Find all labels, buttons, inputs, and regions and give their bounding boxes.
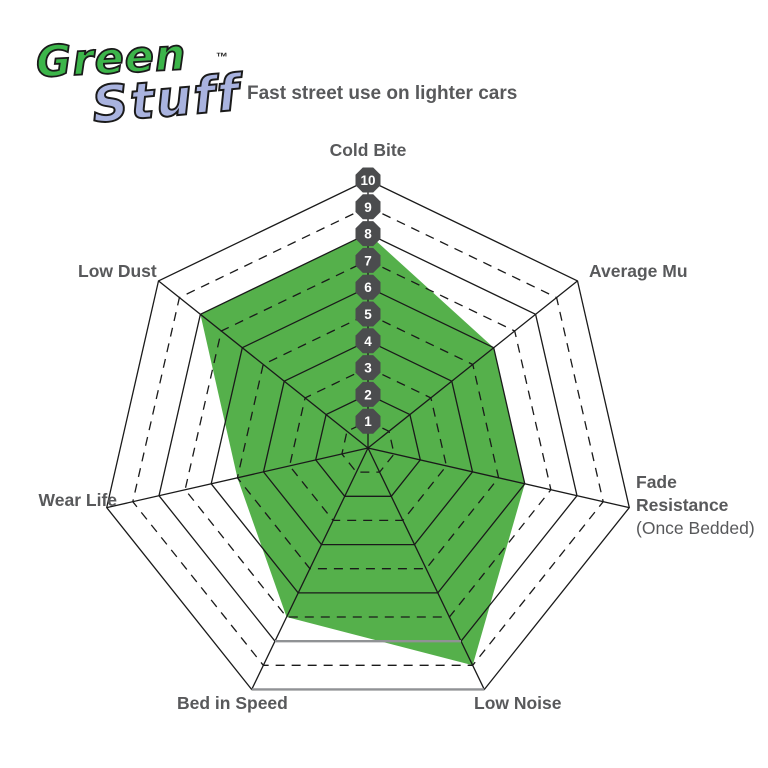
ring-badge-number: 9 (364, 200, 372, 215)
axis-label-fade-sub: (Once Bedded) (636, 518, 755, 538)
ring-badge: 8 (355, 221, 381, 247)
ring-badge-number: 7 (364, 253, 372, 268)
ring-badge-number: 10 (360, 173, 375, 188)
ring-badge-number: 2 (364, 387, 372, 402)
ring-badge-number: 6 (364, 280, 372, 295)
ring-badge: 4 (355, 328, 381, 354)
axis-label-wear-life: Wear Life (38, 490, 117, 510)
ring-badge: 3 (355, 355, 381, 381)
ring-badge: 9 (355, 194, 381, 220)
ring-badge-number: 4 (364, 334, 372, 349)
axis-label-fade-main: Fade Resistance (636, 472, 729, 515)
axis-label-cold-bite: Cold Bite (329, 140, 407, 160)
axis-label-average-mu: Average Mu (589, 261, 688, 281)
scale-badges: 1 2 3 4 5 6 7 8 9 10 (355, 167, 381, 434)
greenstuff-logo: Green Stuff ™ (34, 26, 251, 148)
axis-label-fade-resistance: Fade Resistance (Once Bedded) (636, 471, 755, 540)
chart-subtitle: Fast street use on lighter cars (247, 83, 518, 104)
ring-badge: 5 (355, 301, 381, 327)
trademark-symbol: ™ (216, 50, 228, 64)
ring-badge-number: 3 (364, 361, 372, 376)
ring-badge: 2 (355, 381, 381, 407)
ring-badge-number: 8 (364, 227, 372, 242)
ring-badge: 7 (355, 247, 381, 273)
ring-badge: 10 (355, 167, 381, 193)
ring-badge-number: 5 (364, 307, 372, 322)
ring-badge: 6 (355, 274, 381, 300)
ring-badge: 1 (355, 408, 381, 434)
axis-label-low-noise: Low Noise (474, 693, 562, 713)
axis-label-low-dust: Low Dust (78, 261, 157, 281)
ring-badge-number: 1 (364, 414, 372, 429)
gray-bottom-edges (251, 639, 485, 691)
axis-label-bed-in-speed: Bed in Speed (177, 693, 288, 713)
